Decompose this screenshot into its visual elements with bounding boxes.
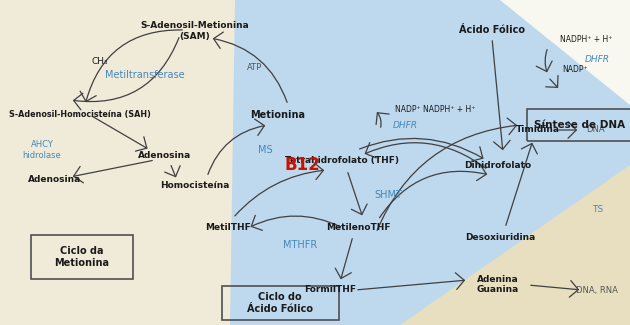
Text: DHFR: DHFR — [585, 56, 610, 64]
Text: FormilTHF: FormilTHF — [304, 285, 356, 294]
Text: S-Adenosil-Metionina: S-Adenosil-Metionina — [140, 20, 249, 30]
Text: MTHFR: MTHFR — [283, 240, 317, 250]
Text: DNA, RNA: DNA, RNA — [576, 285, 618, 294]
Text: SHMT: SHMT — [374, 190, 402, 200]
Text: Metionina: Metionina — [251, 110, 306, 120]
Text: Síntese de DNA: Síntese de DNA — [534, 120, 626, 130]
Text: MetilenoTHF: MetilenoTHF — [326, 224, 390, 232]
Text: Ciclo da
Metionina: Ciclo da Metionina — [55, 246, 110, 268]
Text: Adenina: Adenina — [477, 276, 519, 284]
Text: Dihidrofolato: Dihidrofolato — [464, 161, 532, 170]
Text: NADP⁺ NADPH⁺ + H⁺: NADP⁺ NADPH⁺ + H⁺ — [395, 106, 476, 114]
Text: Timidina: Timidina — [516, 125, 560, 135]
Text: Desoxiuridina: Desoxiuridina — [465, 233, 535, 242]
Text: DHFR: DHFR — [393, 121, 418, 129]
Text: NADPH⁺ + H⁺: NADPH⁺ + H⁺ — [560, 35, 612, 45]
Text: CH₃: CH₃ — [92, 58, 108, 67]
Text: Ácido Fólico: Ácido Fólico — [459, 25, 525, 35]
Text: (SAM): (SAM) — [180, 32, 210, 42]
Polygon shape — [230, 0, 630, 325]
Text: Tetrahidrofolato (THF): Tetrahidrofolato (THF) — [285, 155, 399, 164]
Text: Adenosina: Adenosina — [28, 176, 82, 185]
Text: Homocisteína: Homocisteína — [160, 180, 230, 189]
Text: Ciclo do
Ácido Fólico: Ciclo do Ácido Fólico — [247, 292, 313, 314]
Text: Adenosina: Adenosina — [139, 150, 192, 160]
Polygon shape — [500, 0, 630, 105]
Text: S-Adenosil-Homocisteína (SAH): S-Adenosil-Homocisteína (SAH) — [9, 111, 151, 120]
Text: B12: B12 — [284, 156, 320, 174]
Text: MS: MS — [258, 145, 272, 155]
Text: AHCY
hidrolase: AHCY hidrolase — [23, 140, 61, 160]
Text: MetilTHF: MetilTHF — [205, 224, 251, 232]
Text: ATP: ATP — [248, 62, 263, 72]
Text: NADP⁺: NADP⁺ — [562, 66, 588, 74]
Polygon shape — [395, 265, 630, 325]
Polygon shape — [400, 165, 630, 325]
Text: TS: TS — [592, 205, 604, 214]
Text: Metiltransferase: Metiltransferase — [105, 70, 185, 80]
Text: Guanina: Guanina — [477, 285, 519, 294]
Text: DNA: DNA — [586, 125, 604, 135]
